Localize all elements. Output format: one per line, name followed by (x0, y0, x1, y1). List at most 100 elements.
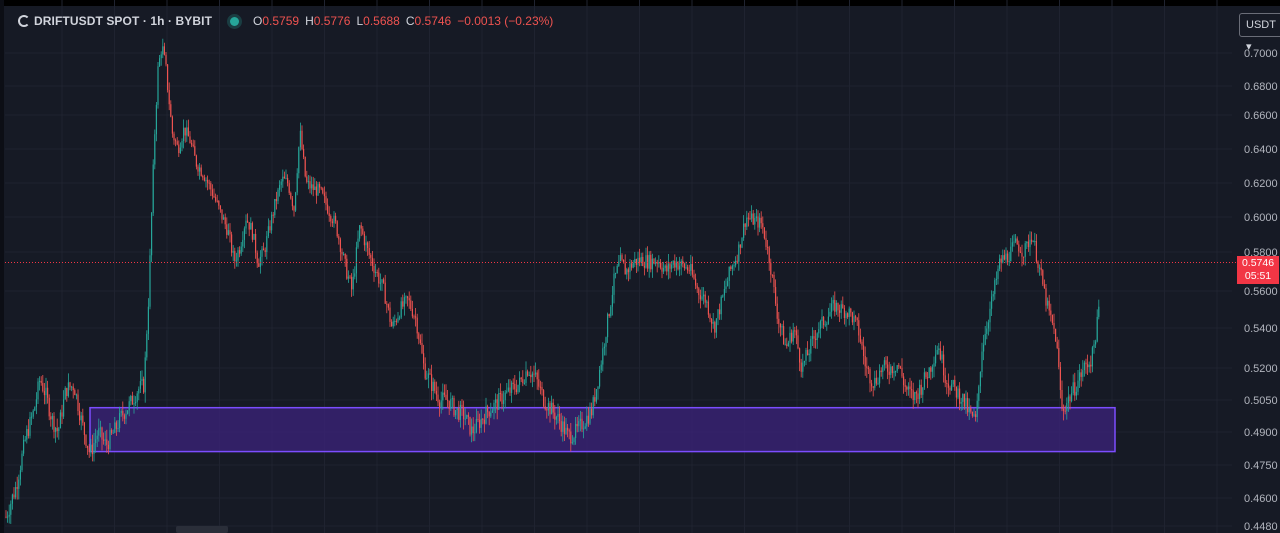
candle-body (1002, 255, 1004, 263)
candle-body (67, 382, 69, 397)
candle-body (125, 413, 127, 419)
candle-body (405, 296, 407, 298)
candle-body (293, 206, 295, 211)
candle-body (816, 333, 818, 341)
candle-body (306, 176, 308, 182)
candle-body (640, 256, 642, 263)
candle-body (914, 392, 916, 401)
currency-selector-button[interactable]: USDT ▾ (1239, 13, 1280, 53)
candle-body (63, 399, 65, 417)
candle-body (416, 317, 418, 334)
ohlc-close-key: C (405, 14, 415, 28)
price-tick-label: 0.5400 (1244, 323, 1278, 335)
candle-body (384, 282, 386, 304)
candle-body (786, 344, 788, 347)
candle-body (133, 403, 135, 405)
candle-body (872, 386, 874, 388)
candle-body (346, 258, 348, 279)
market-status-icon[interactable] (230, 16, 240, 26)
candle-body (714, 322, 716, 333)
candle-body (975, 414, 977, 418)
candle-body (195, 155, 197, 167)
candle-body (507, 387, 509, 391)
candle-body (139, 381, 141, 389)
candle-body (226, 224, 228, 235)
candle-body (466, 414, 468, 419)
last-price-tag: 0.5746 05:51 (1237, 256, 1279, 284)
candle-body (1072, 382, 1074, 394)
candle-body (539, 386, 541, 388)
candle-body (555, 416, 557, 420)
candle-body (480, 418, 482, 428)
candle-body (351, 277, 353, 290)
candle-body (527, 371, 529, 376)
candle-body (597, 386, 599, 390)
symbol-title[interactable]: DRIFTUSDT SPOT · 1h · BYBIT (34, 14, 213, 28)
candle-body (263, 248, 265, 251)
candle-body (426, 378, 428, 380)
candle-body (619, 255, 621, 262)
candle-body (279, 184, 281, 190)
candle-body (888, 371, 890, 375)
candle-body (666, 265, 668, 272)
candle-body (453, 397, 455, 416)
candle-body (762, 223, 764, 228)
candle-body (627, 269, 629, 273)
candle-body (832, 299, 834, 304)
candle-body (1056, 341, 1058, 349)
candle-body (59, 412, 61, 429)
candle-body (485, 406, 487, 424)
candle-body (407, 296, 409, 299)
candle-body (544, 406, 546, 410)
candle-body (629, 263, 631, 273)
candle-body (759, 217, 761, 228)
candle-body (375, 272, 377, 274)
candle-body (181, 140, 183, 148)
candle-body (1053, 323, 1055, 329)
candle-body (440, 400, 442, 408)
candle-body (376, 272, 378, 274)
candle-body (735, 260, 737, 266)
candle-body (311, 184, 313, 189)
candle-body (112, 432, 114, 434)
candle-body (635, 258, 637, 265)
candle-body (522, 379, 524, 384)
candle-body (19, 470, 21, 480)
candle-body (842, 304, 844, 309)
candle-body (18, 479, 20, 489)
candle-body (989, 308, 991, 323)
candle-body (186, 127, 188, 136)
candle-body (1042, 270, 1044, 285)
candle-body (575, 423, 577, 439)
candle-body (299, 130, 301, 148)
candle-body (7, 516, 9, 518)
candle-body (605, 337, 607, 347)
candle-body (543, 390, 545, 407)
candle-body (947, 383, 949, 388)
window-left-border (0, 0, 4, 533)
candle-body (443, 392, 445, 395)
candle-body (909, 386, 911, 390)
candle-body (83, 422, 85, 435)
candle-body (397, 317, 399, 322)
candle-body (663, 267, 665, 272)
price-tick-label: 0.6400 (1244, 144, 1278, 156)
candle-body (173, 133, 175, 141)
candle-body (815, 338, 817, 341)
candle-body (506, 390, 508, 393)
candle-body (1069, 396, 1071, 402)
candle-body (1016, 238, 1018, 245)
candle-body (642, 256, 644, 267)
candle-body (264, 250, 266, 252)
candle-body (179, 147, 181, 154)
candle-body (503, 400, 505, 404)
candle-body (587, 415, 589, 424)
candle-body (349, 276, 351, 278)
candle-body (603, 346, 605, 349)
candle-body (923, 372, 925, 388)
time-scroll-handle[interactable] (176, 526, 228, 533)
candle-body (731, 265, 733, 270)
candle-body (184, 127, 186, 136)
candle-body (667, 263, 669, 272)
